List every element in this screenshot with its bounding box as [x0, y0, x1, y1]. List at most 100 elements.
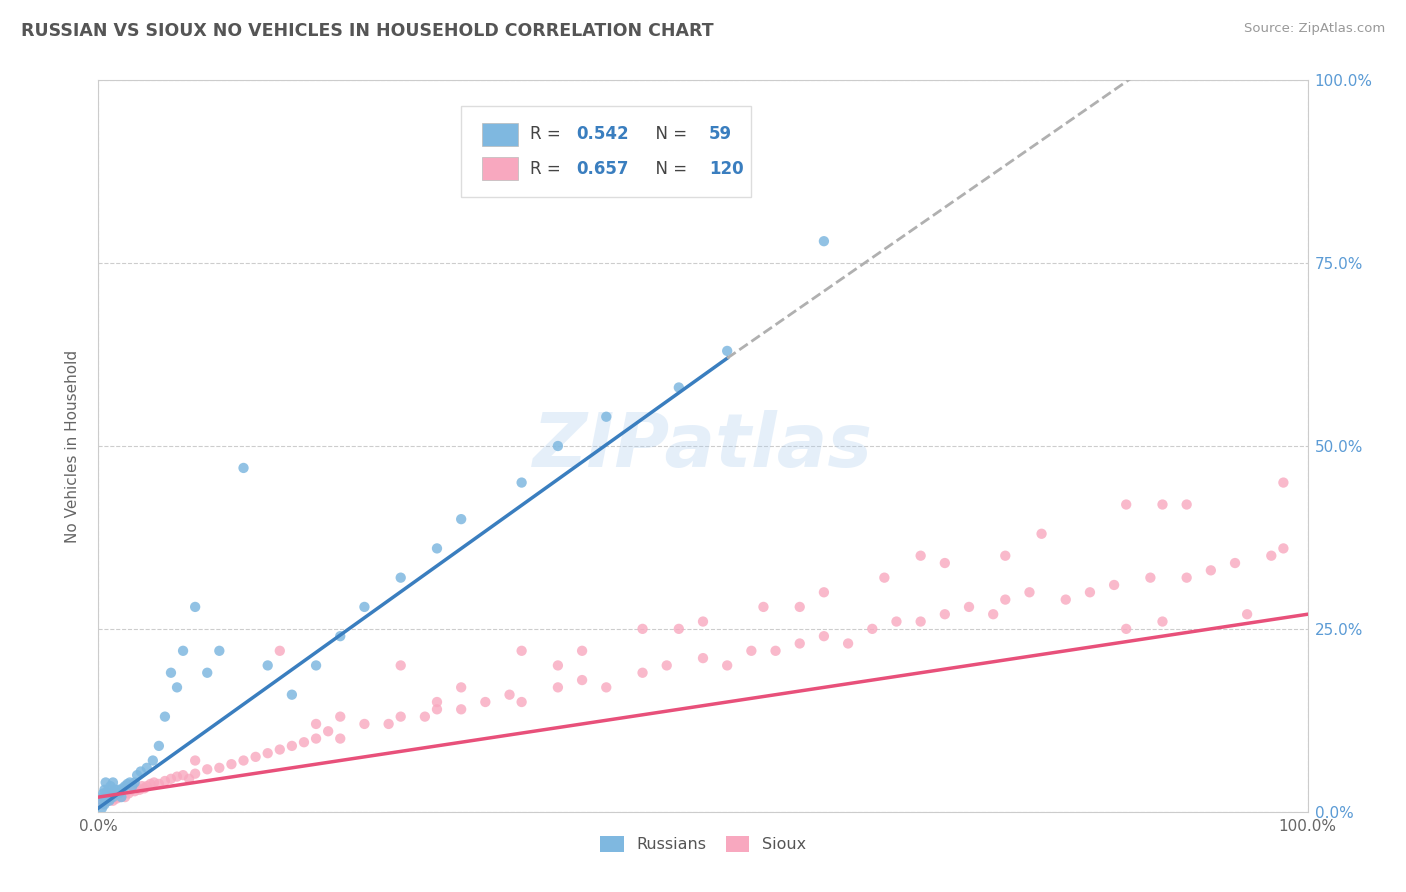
Point — [789, 636, 811, 650]
Point — [94, 791, 117, 805]
Point — [96, 795, 118, 809]
Point — [143, 775, 166, 789]
Point — [179, 772, 201, 786]
Point — [110, 789, 132, 803]
Point — [716, 658, 738, 673]
Point — [135, 761, 157, 775]
Point — [127, 768, 149, 782]
Point — [103, 790, 125, 805]
Point — [389, 658, 412, 673]
Point — [377, 717, 399, 731]
Y-axis label: No Vehicles in Household: No Vehicles in Household — [65, 350, 80, 542]
Point — [510, 644, 533, 658]
Point — [1031, 526, 1053, 541]
Point — [1139, 571, 1161, 585]
Point — [292, 735, 315, 749]
Point — [139, 777, 162, 791]
Text: R =: R = — [530, 126, 567, 144]
Point — [571, 644, 593, 658]
Point — [740, 644, 762, 658]
Point — [131, 779, 153, 793]
Point — [389, 571, 412, 585]
Point — [114, 779, 136, 793]
Point — [281, 688, 304, 702]
Point — [101, 790, 124, 805]
Text: RUSSIAN VS SIOUX NO VEHICLES IN HOUSEHOLD CORRELATION CHART: RUSSIAN VS SIOUX NO VEHICLES IN HOUSEHOL… — [21, 22, 714, 40]
Point — [108, 784, 131, 798]
Point — [142, 754, 165, 768]
Point — [93, 782, 115, 797]
Point — [994, 592, 1017, 607]
Point — [91, 797, 114, 812]
Point — [813, 234, 835, 248]
Point — [813, 585, 835, 599]
Point — [111, 787, 134, 801]
Point — [1236, 607, 1258, 622]
Point — [148, 777, 170, 791]
Point — [98, 787, 121, 801]
Point — [101, 775, 124, 789]
Point — [547, 439, 569, 453]
Point — [450, 702, 472, 716]
Point — [1078, 585, 1101, 599]
Point — [910, 549, 932, 563]
Point — [655, 658, 678, 673]
Point — [94, 790, 117, 805]
Point — [752, 599, 775, 614]
Point — [184, 766, 207, 780]
Point — [510, 475, 533, 490]
Point — [353, 599, 375, 614]
Point — [353, 717, 375, 731]
Point — [100, 779, 122, 793]
Point — [117, 784, 139, 798]
Point — [91, 794, 114, 808]
Point — [245, 749, 267, 764]
Text: Source: ZipAtlas.com: Source: ZipAtlas.com — [1244, 22, 1385, 36]
Point — [474, 695, 496, 709]
Point — [107, 782, 129, 797]
Point — [305, 658, 328, 673]
Text: R =: R = — [530, 160, 567, 178]
Point — [981, 607, 1004, 622]
Point — [195, 762, 218, 776]
Point — [232, 754, 254, 768]
Point — [98, 794, 121, 808]
Point — [873, 571, 896, 585]
Point — [886, 615, 908, 629]
Point — [108, 787, 131, 801]
Point — [128, 782, 150, 797]
Point — [148, 739, 170, 753]
Text: 0.657: 0.657 — [576, 160, 628, 178]
Point — [934, 556, 956, 570]
Point — [1054, 592, 1077, 607]
Point — [107, 787, 129, 801]
Point — [121, 779, 143, 793]
Point — [97, 790, 120, 805]
Point — [1199, 563, 1222, 577]
Point — [135, 779, 157, 793]
Point — [1272, 541, 1295, 556]
Point — [120, 782, 142, 797]
Point — [329, 731, 352, 746]
Point — [813, 629, 835, 643]
Point — [498, 688, 520, 702]
Point — [1260, 549, 1282, 563]
Point — [134, 781, 156, 796]
Point — [1115, 622, 1137, 636]
Point — [765, 644, 787, 658]
Point — [96, 787, 118, 801]
Point — [118, 775, 141, 789]
Point — [97, 782, 120, 797]
Point — [172, 768, 194, 782]
Point — [98, 793, 121, 807]
Point — [91, 787, 114, 801]
Point — [100, 790, 122, 805]
Point — [1115, 498, 1137, 512]
Point — [692, 651, 714, 665]
Point — [789, 599, 811, 614]
Point — [256, 746, 278, 760]
Point — [692, 615, 714, 629]
Point — [595, 409, 617, 424]
Point — [208, 644, 231, 658]
Point — [1223, 556, 1246, 570]
